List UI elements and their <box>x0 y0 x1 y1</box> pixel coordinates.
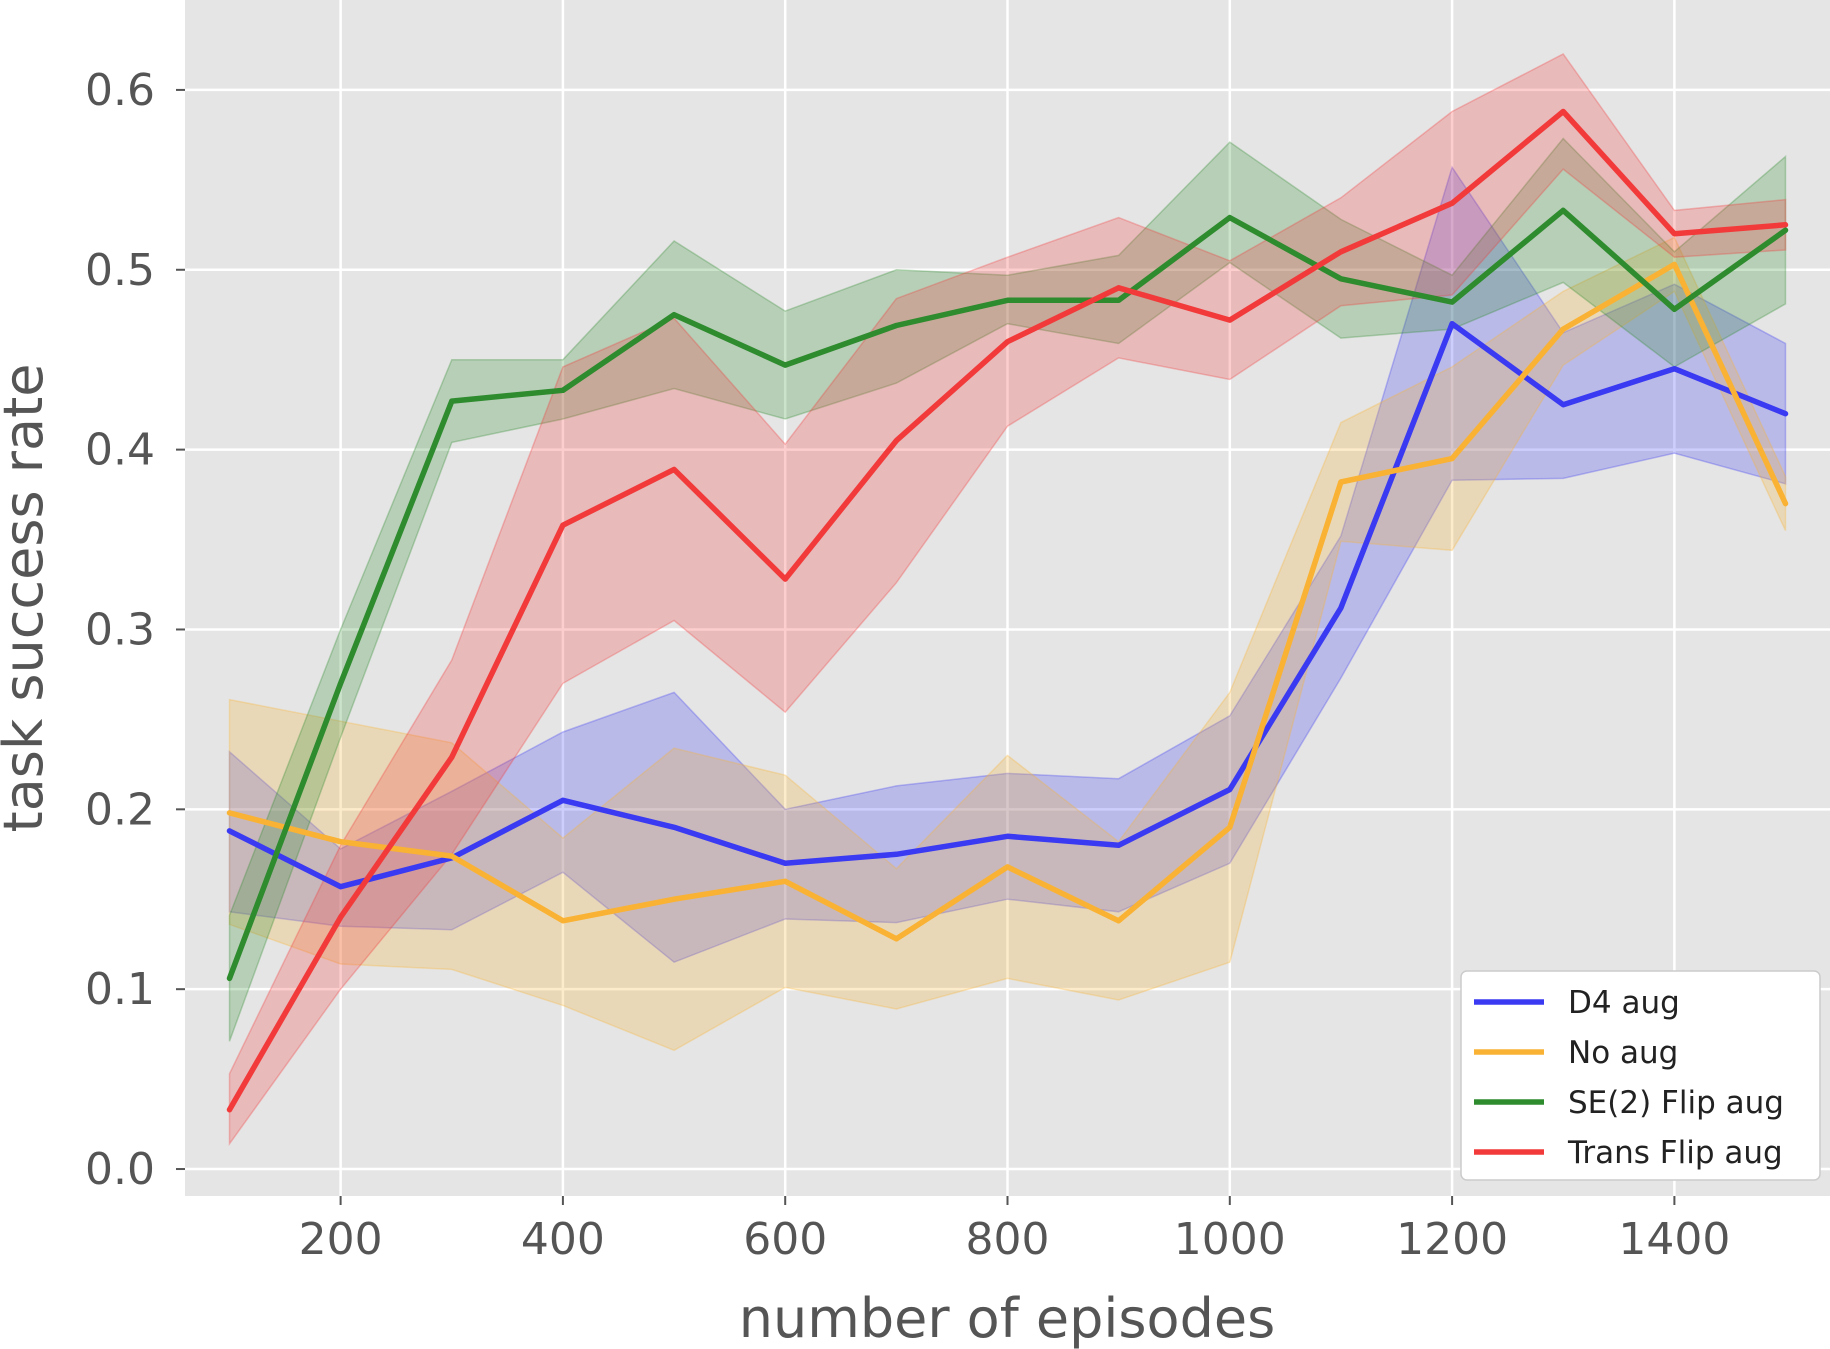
y-tick-label: 0.6 <box>85 65 155 116</box>
legend-label: D4 aug <box>1568 985 1680 1021</box>
y-axis-label: task success rate <box>0 364 55 833</box>
y-tick-label: 0.1 <box>85 964 155 1015</box>
x-tick-labels: 200 400 600 800 1000 1200 1400 <box>299 1196 1730 1265</box>
x-tick-label: 1000 <box>1174 1214 1286 1265</box>
y-tick-label: 0.0 <box>85 1144 155 1195</box>
x-axis-label: number of episodes <box>739 1287 1275 1349</box>
band-trans-flip-aug <box>228 53 1787 1147</box>
series-line-no-aug <box>226 261 1789 942</box>
y-tick-label: 0.2 <box>85 784 155 835</box>
x-tick-label: 400 <box>521 1214 605 1265</box>
series-line-d4-aug <box>226 320 1789 890</box>
band-se-2-flip-aug <box>228 137 1787 1042</box>
confidence-bands <box>228 53 1787 1147</box>
series-line-se-2-flip-aug <box>226 207 1789 982</box>
x-tick-label: 800 <box>966 1214 1050 1265</box>
band-no-aug <box>228 236 1787 1052</box>
legend: D4 aug No aug SE(2) Flip aug Trans Flip aug <box>1460 970 1821 1181</box>
series-lines <box>226 108 1789 1113</box>
y-tick-label: 0.3 <box>85 604 155 655</box>
x-tick-label: 200 <box>299 1214 383 1265</box>
x-tick-label: 600 <box>743 1214 827 1265</box>
y-tick-labels: 0.0 0.1 0.2 0.3 0.4 0.5 0.6 <box>85 65 185 1195</box>
y-tick-label: 0.5 <box>85 245 155 296</box>
grid <box>185 0 1830 1196</box>
series-line-trans-flip-aug <box>226 108 1789 1113</box>
band-d4-aug <box>228 165 1787 964</box>
y-tick-label: 0.4 <box>85 425 155 476</box>
legend-label: SE(2) Flip aug <box>1568 1085 1784 1121</box>
x-tick-label: 1400 <box>1618 1214 1730 1265</box>
legend-label: No aug <box>1568 1035 1678 1071</box>
legend-label: Trans Flip aug <box>1567 1135 1783 1171</box>
x-tick-label: 1200 <box>1396 1214 1508 1265</box>
legend-box <box>1460 970 1821 1181</box>
